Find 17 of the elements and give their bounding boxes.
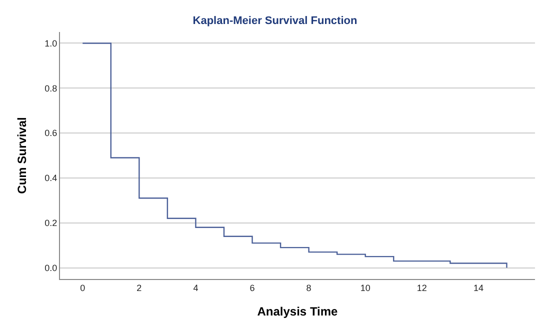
x-axis-title: Analysis Time bbox=[257, 304, 338, 319]
y-tick-label: 0.2 bbox=[44, 218, 58, 228]
y-tick-label: 0.4 bbox=[44, 173, 58, 184]
x-tick-label: 2 bbox=[136, 282, 142, 293]
x-tick-label: 12 bbox=[416, 282, 427, 293]
x-tick-label: 6 bbox=[250, 282, 255, 293]
y-tick-label: 0.6 bbox=[44, 128, 58, 138]
y-tick-label: 0.8 bbox=[44, 83, 58, 94]
x-tick-label: 0 bbox=[80, 282, 86, 293]
x-tick-label: 10 bbox=[360, 282, 370, 293]
x-tick-label: 4 bbox=[193, 282, 198, 293]
y-axis-title: Cum Survival bbox=[14, 117, 29, 194]
y-tick-label: 1.0 bbox=[44, 38, 58, 48]
x-tick-label: 14 bbox=[473, 282, 484, 293]
x-tick-label: 8 bbox=[306, 282, 312, 293]
chart-title: Kaplan-Meier Survival Function bbox=[192, 15, 358, 28]
y-tick-label: 0.0 bbox=[44, 262, 58, 273]
